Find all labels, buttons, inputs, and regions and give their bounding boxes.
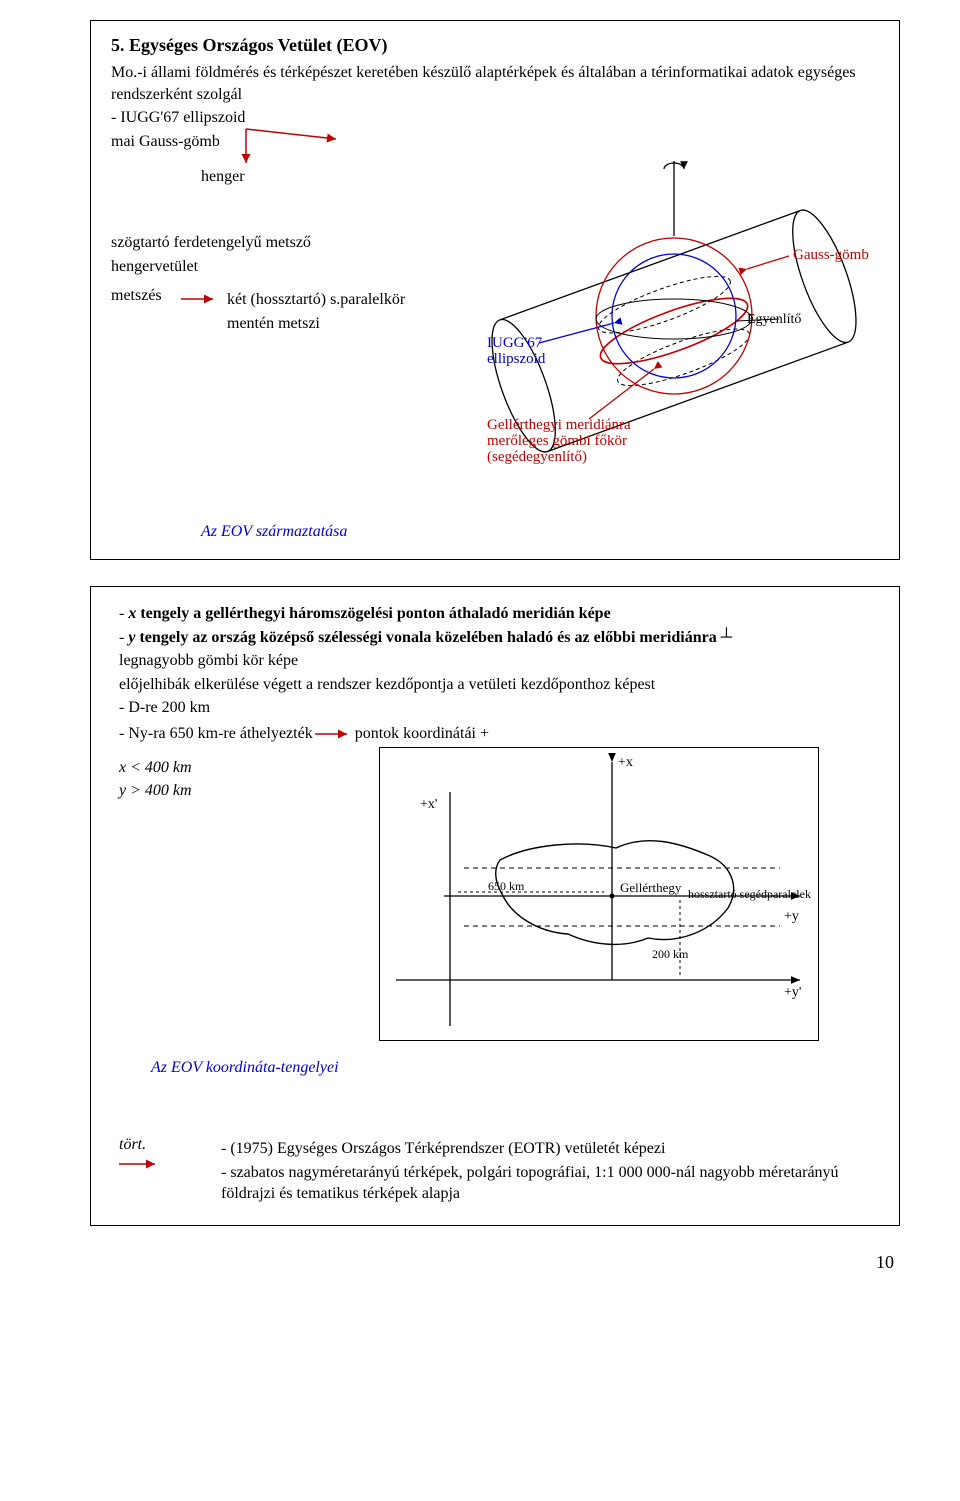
slide2-caption: Az EOV koordináta-tengelyei	[151, 1059, 339, 1077]
x-text: tengely a gellérthegyi háromszögelési po…	[136, 605, 610, 622]
fig-label-iugg1: IUGG'67	[487, 335, 543, 351]
tort-label: tört.	[119, 1136, 146, 1153]
bullet-x: - x tengely a gellérthegyi háromszögelés…	[119, 603, 879, 625]
arrow-metszes	[181, 291, 221, 307]
y-text: tengely az ország középső szélességi von…	[135, 629, 720, 646]
lbl-hsp: hossztartó segédparalelek	[688, 887, 811, 901]
arrow-ny	[313, 726, 355, 742]
slide1-para1: Mo.-i állami földmérés és térképészet ke…	[111, 62, 879, 105]
fig-label-gel3: (segédegyenlítő)	[487, 449, 587, 465]
bullet-y2: legnagyobb gömbi kör képe	[119, 650, 879, 672]
slide1-title: 5. Egységes Országos Vetület (EOV)	[111, 35, 879, 56]
bullet-y: - y tengely az ország középső szélességi…	[119, 627, 879, 649]
dash: -	[119, 605, 128, 622]
lbl-200: 200 km	[652, 947, 689, 961]
slide-eov-derivation: 5. Egységes Országos Vetület (EOV) Mo.-i…	[90, 20, 900, 560]
lbl-px: +x	[618, 755, 633, 770]
slide1-caption: Az EOV származtatása	[201, 523, 347, 541]
pontok-koord: pontok koordinátái +	[355, 723, 489, 745]
metszes-label: metszés	[111, 287, 181, 305]
fig-label-iugg2: ellipszoid	[487, 351, 546, 367]
slide-eov-axes: - x tengely a gellérthegyi háromszögelés…	[90, 586, 900, 1226]
lbl-650: 650 km	[488, 879, 525, 893]
dash: -	[119, 629, 128, 646]
slide1-figure: Gauss-gömb Egyenlítő IUGG'67 ellipszoid …	[479, 151, 879, 481]
fig-label-gel1: Gellérthegyi meridiánra	[487, 417, 631, 433]
bullet-ny: - Ny-ra 650 km-re áthelyezték	[119, 723, 313, 745]
fig-label-egyenlito: Egyenlítő	[747, 312, 801, 327]
bullet-elojel: előjelhibák elkerülése végett a rendszer…	[119, 674, 879, 696]
lbl-py: +y	[784, 909, 799, 924]
arrow-tort	[119, 1157, 163, 1171]
metszes-text2: mentén metszi	[227, 313, 405, 335]
metszes-text1: két (hossztartó) s.paralelkör	[227, 289, 405, 311]
slide1-arrows-top	[236, 121, 496, 181]
tort2: - szabatos nagyméretarányú térképek, pol…	[221, 1162, 871, 1205]
lbl-pxp: +x'	[420, 797, 437, 812]
fig-label-gauss: Gauss-gömb	[793, 247, 869, 263]
perp-sym: ┴	[721, 629, 732, 646]
tort1: - (1975) Egységes Országos Térképrendsze…	[221, 1138, 871, 1160]
lbl-pyp: +y'	[784, 985, 801, 1000]
slide2-figure: +x +x' +y +y' Gellérthegy hossztartó seg…	[380, 748, 818, 1040]
lbl-gel: Gellérthegy	[620, 880, 682, 895]
bullet-d: - D-re 200 km	[119, 697, 879, 719]
slide2-figure-box: +x +x' +y +y' Gellérthegy hossztartó seg…	[379, 747, 819, 1041]
page-number: 10	[90, 1252, 900, 1273]
tort-row: tört. - (1975) Egységes Országos Térképr…	[91, 1136, 899, 1207]
fig-label-gel2: merőleges gömbi főkör	[487, 433, 627, 449]
